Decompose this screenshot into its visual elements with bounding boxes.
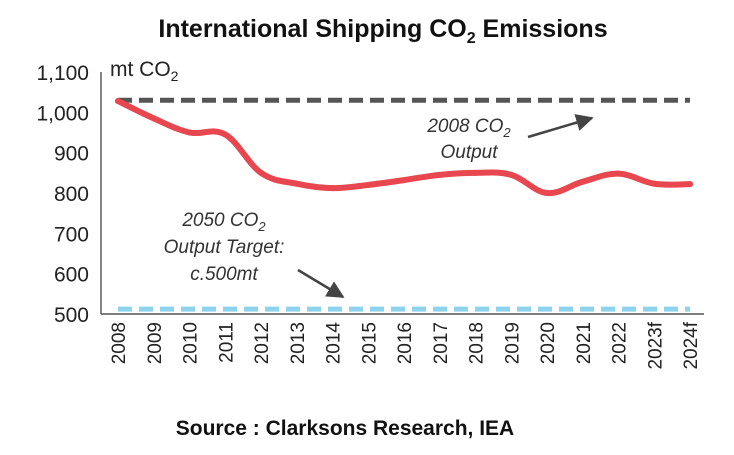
data-point-2019 [508,171,515,178]
y-tick-label: 900 [54,143,89,166]
data-point-2022 [615,170,622,177]
x-tick-label: 2020 [538,322,559,364]
data-point-2009 [150,115,157,122]
data-point-2023f [651,180,658,187]
x-tick-label: 2024f [681,321,702,369]
y-ticks: 1,100 1,000 900 800 700 600 500 [36,62,89,327]
x-tick-label: 2008 [109,322,130,364]
y-tick-label: 1,100 [36,62,89,85]
data-point-2012 [258,169,264,176]
y-tick-label: 1,000 [36,102,89,125]
x-tick-label: 2010 [181,322,202,364]
x-ticks: 2008 2009 2010 2011 2012 2013 2014 2015 … [109,321,702,369]
data-point-2008 [115,98,121,105]
annotation-2050-target: 2050 CO2 [181,210,266,234]
data-point-2024f [687,181,693,188]
annotation-2008-output-line2: Output [440,142,498,163]
y-unit-label: mt CO2 [110,58,179,84]
source-note: Source : Clarksons Research, IEA [176,417,514,440]
y-tick-label: 600 [54,264,89,287]
annotation-2050-target-line2: Output Target: [164,237,285,258]
data-point-2013 [293,180,300,187]
data-point-2020 [544,190,550,196]
y-tick-label: 500 [54,304,89,327]
data-point-2011 [222,131,229,138]
data-point-2014 [329,185,336,192]
x-tick-label: 2009 [145,322,166,364]
x-tick-label: 2022 [610,322,631,364]
data-point-2015 [365,181,372,188]
data-point-2017 [436,171,443,178]
x-tick-label: 2015 [359,322,380,364]
data-point-2010 [186,129,193,136]
y-tick-label: 700 [54,223,89,246]
x-tick-label: 2013 [288,322,309,364]
x-tick-label: 2018 [467,322,488,364]
data-point-2018 [472,169,479,176]
x-tick-label: 2019 [502,322,523,364]
chart-title: International Shipping CO2 Emissions [158,15,607,47]
data-point-2021 [579,178,586,185]
y-tick-label: 800 [54,183,89,206]
series-points [115,98,693,196]
x-tick-label: 2012 [252,322,273,364]
arrow-2050-target [297,268,345,299]
x-tick-label: 2016 [395,322,416,364]
annotation-2008-output: 2008 CO2 [426,116,511,140]
arrow-2008-output [527,114,594,139]
x-tick-label: 2011 [216,322,237,363]
data-point-2016 [401,177,407,184]
x-tick-label: 2021 [574,322,595,364]
x-tick-label: 2014 [324,322,345,365]
annotation-2050-target-line3: c.500mt [190,264,258,285]
x-tick-label: 2017 [431,322,452,364]
x-tick-label: 2023f [645,321,666,369]
